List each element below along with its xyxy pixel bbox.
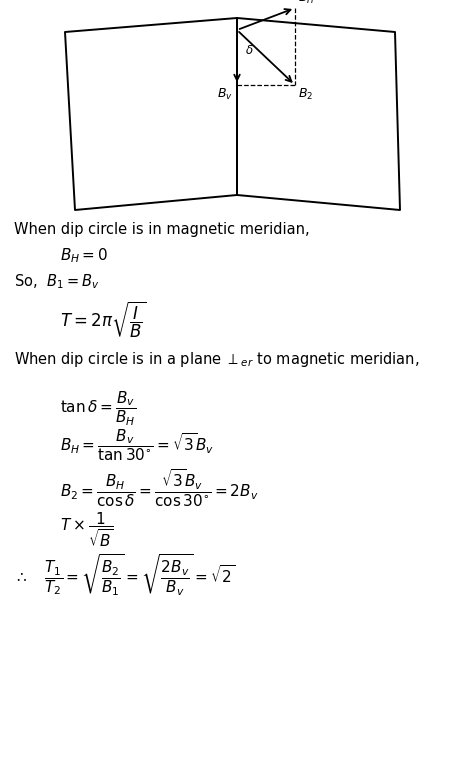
- Text: When dip circle is in magnetic meridian,: When dip circle is in magnetic meridian,: [14, 222, 310, 237]
- Text: $B_H$: $B_H$: [298, 0, 315, 6]
- Text: $T = 2\pi\sqrt{\dfrac{I}{B}}$: $T = 2\pi\sqrt{\dfrac{I}{B}}$: [60, 300, 147, 341]
- Text: $B_H = \dfrac{B_v}{\tan 30^{\circ}} = \sqrt{3}B_v$: $B_H = \dfrac{B_v}{\tan 30^{\circ}} = \s…: [60, 428, 214, 464]
- Text: $B_H = 0$: $B_H = 0$: [60, 246, 108, 265]
- Text: $\delta$: $\delta$: [245, 44, 254, 57]
- Text: $T \times \dfrac{1}{\sqrt{B}}$: $T \times \dfrac{1}{\sqrt{B}}$: [60, 510, 114, 549]
- Text: $B_2$: $B_2$: [298, 87, 313, 102]
- Text: $\tan\delta = \dfrac{B_v}{B_H}$: $\tan\delta = \dfrac{B_v}{B_H}$: [60, 390, 137, 428]
- Text: When dip circle is in a plane $\perp_{er}$ to magnetic meridian,: When dip circle is in a plane $\perp_{er…: [14, 350, 419, 369]
- Text: So,  $B_1 = B_v$: So, $B_1 = B_v$: [14, 272, 100, 291]
- Text: $B_2 = \dfrac{B_H}{\cos\delta} = \dfrac{\sqrt{3}B_v}{\cos 30^{\circ}} = 2B_v$: $B_2 = \dfrac{B_H}{\cos\delta} = \dfrac{…: [60, 468, 258, 509]
- Text: $\therefore \quad \dfrac{T_1}{T_2} = \sqrt{\dfrac{B_2}{B_1}} = \sqrt{\dfrac{2B_v: $\therefore \quad \dfrac{T_1}{T_2} = \sq…: [14, 553, 235, 598]
- Text: $B_v$: $B_v$: [217, 87, 233, 102]
